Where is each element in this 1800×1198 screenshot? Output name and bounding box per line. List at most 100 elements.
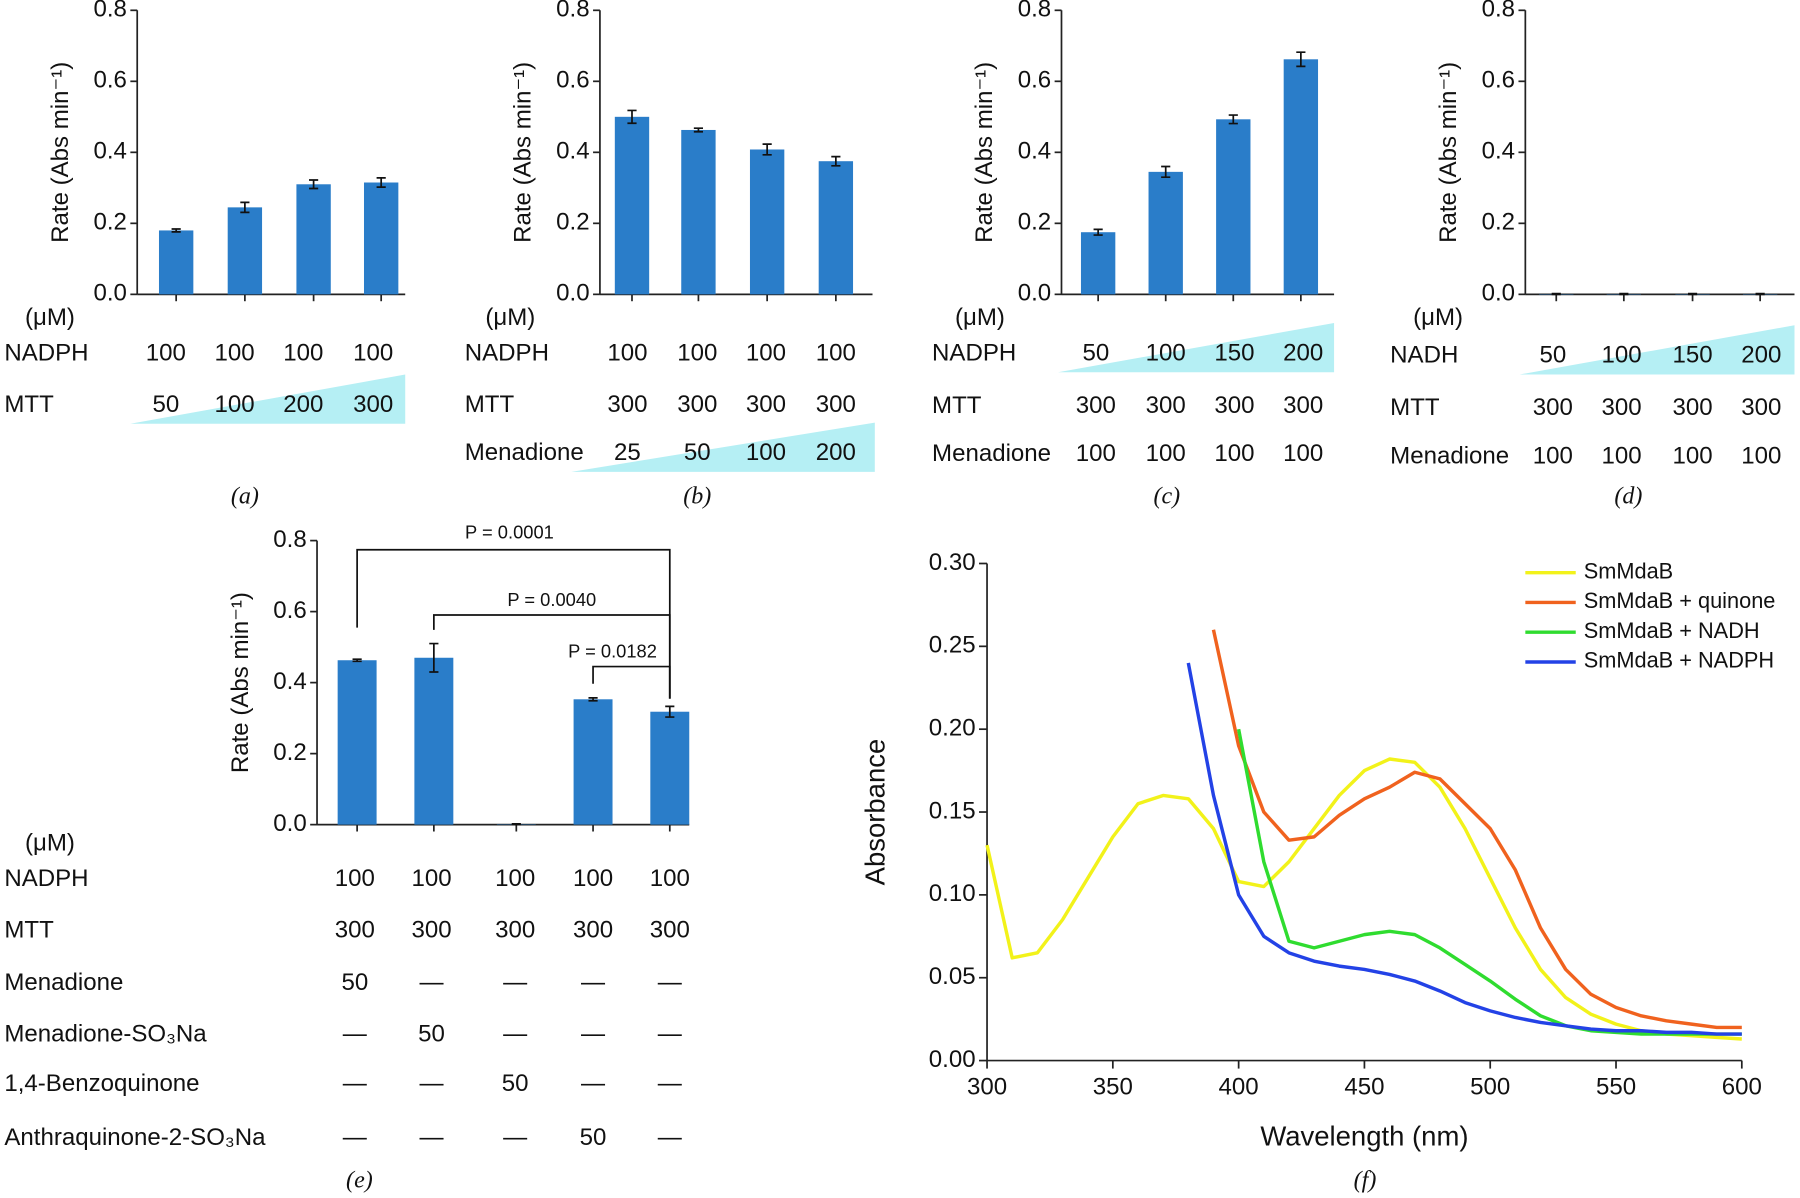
y-tick-label: 0.6 <box>1482 67 1515 94</box>
y-tick-label: 0.8 <box>1482 0 1515 23</box>
y-tick-label: 0.8 <box>273 526 306 553</box>
table-cell: 300 <box>353 391 393 418</box>
error-bar <box>588 697 598 702</box>
bar <box>158 230 194 295</box>
y-tick-label: 0.0 <box>1018 280 1051 307</box>
row-label: Menadione-SO₃Na <box>4 1021 207 1048</box>
y-tick-label: 0.6 <box>1018 67 1051 94</box>
table-cell: 300 <box>1601 394 1641 421</box>
table-cell: 100 <box>495 865 535 892</box>
error-bar <box>1687 292 1698 296</box>
table-cell: 50 <box>418 1021 445 1048</box>
table-cell: — <box>581 1070 606 1097</box>
bar <box>227 207 263 295</box>
table-cell: 150 <box>1214 339 1254 366</box>
y-tick-label: 0.4 <box>93 138 126 165</box>
row-label: MTT <box>4 917 54 944</box>
row-label: Menadione <box>4 969 123 996</box>
y-tick-label: 0.8 <box>1018 0 1051 23</box>
error-bar <box>309 179 319 190</box>
y-tick-label: 0.2 <box>93 209 126 236</box>
row-label: MTT <box>932 392 982 419</box>
concentration-ramp <box>1058 322 1335 373</box>
panel-caption: (f) <box>1354 1167 1377 1193</box>
y-tick-label: 0.4 <box>1018 138 1051 165</box>
table-cell: 300 <box>1741 394 1781 421</box>
legend-label: SmMdaB + quinone <box>1584 588 1776 613</box>
table-cell: 200 <box>1283 339 1323 366</box>
error-bar <box>1619 292 1629 296</box>
table-cell: 200 <box>1741 342 1781 369</box>
panel-caption: (d) <box>1614 484 1642 510</box>
table-cell: 300 <box>1672 394 1712 421</box>
table-cell: 300 <box>1146 392 1186 419</box>
y-tick-label: 0.2 <box>1018 209 1051 236</box>
x-axis-label: Wavelength (nm) <box>1260 1121 1468 1152</box>
table-cell: — <box>420 969 445 996</box>
table-unit: (μM) <box>25 304 75 331</box>
table-cell: 100 <box>1146 440 1186 467</box>
y-tick-label: 0.0 <box>93 280 126 307</box>
x-tick-label: 600 <box>1722 1073 1762 1100</box>
row-label: Menadione <box>1390 442 1509 469</box>
table-cell: 100 <box>283 339 323 366</box>
row-label: Menadione <box>465 439 584 466</box>
error-bar <box>693 127 704 133</box>
bar <box>1080 232 1116 295</box>
row-label: MTT <box>1390 394 1440 421</box>
error-bar <box>762 143 772 156</box>
error-bar <box>1093 228 1103 236</box>
spectrum-line <box>1211 629 1742 1030</box>
y-tick-label: 0.30 <box>929 549 976 576</box>
table-cell: 300 <box>412 917 452 944</box>
table-cell: 25 <box>614 439 641 466</box>
table-cell: 100 <box>746 439 786 466</box>
error-bar <box>511 823 521 826</box>
spectrum-line <box>1236 728 1742 1036</box>
x-tick-label: 450 <box>1344 1073 1384 1100</box>
bar <box>573 699 613 825</box>
table-cell: 200 <box>816 439 856 466</box>
row-label: NADPH <box>4 339 88 366</box>
table-cell: — <box>581 1021 606 1048</box>
error-bar <box>352 658 362 663</box>
table-cell: 50 <box>502 1070 529 1097</box>
y-tick-label: 0.25 <box>929 632 976 659</box>
table-cell: 300 <box>816 391 856 418</box>
x-tick-label: 300 <box>967 1073 1007 1100</box>
legend-label: SmMdaB + NADPH <box>1584 648 1774 673</box>
error-bar <box>627 109 637 125</box>
error-bar <box>665 705 675 718</box>
y-tick-label: 0.10 <box>929 880 976 907</box>
table-cell: 100 <box>650 865 690 892</box>
table-cell: 100 <box>1672 442 1712 469</box>
table-cell: 100 <box>215 339 255 366</box>
y-axis-label: Rate (Abs min⁻¹) <box>510 62 537 243</box>
y-tick-label: 0.15 <box>929 797 976 824</box>
table-cell: — <box>503 969 528 996</box>
p-value-annotation: P = 0.0182 <box>568 641 657 662</box>
row-label: 1,4-Benzoquinone <box>4 1070 199 1097</box>
table-cell: 150 <box>1672 342 1712 369</box>
y-axis-label: Rate (Abs min⁻¹) <box>1435 62 1462 243</box>
table-cell: — <box>658 1021 683 1048</box>
bar <box>749 149 785 295</box>
row-label: Anthraquinone-2-SO₃Na <box>4 1124 266 1151</box>
table-cell: 100 <box>746 339 786 366</box>
table-cell: 50 <box>1539 342 1566 369</box>
error-bar <box>240 201 250 214</box>
table-cell: 300 <box>1076 392 1116 419</box>
concentration-ramp <box>130 374 406 424</box>
bar <box>650 711 690 825</box>
bar <box>363 182 399 295</box>
error-bar <box>1161 165 1171 179</box>
p-value-annotation: P = 0.0040 <box>507 589 596 610</box>
row-label: NADPH <box>465 339 549 366</box>
bar <box>337 660 377 825</box>
y-tick-label: 0.8 <box>93 0 126 23</box>
table-cell: — <box>343 1070 368 1097</box>
table-cell: 100 <box>335 865 375 892</box>
table-cell: 100 <box>1601 442 1641 469</box>
